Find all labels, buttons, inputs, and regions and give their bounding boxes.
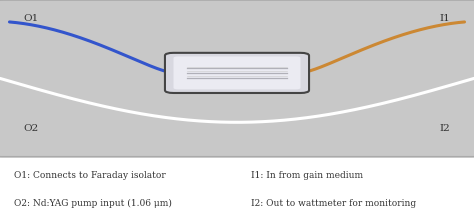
Text: O1: O1 <box>24 14 39 23</box>
Text: O2: O2 <box>24 124 39 133</box>
Text: I2: Out to wattmeter for monitoring: I2: Out to wattmeter for monitoring <box>251 199 416 208</box>
FancyBboxPatch shape <box>0 0 474 157</box>
Text: I1: In from gain medium: I1: In from gain medium <box>251 171 364 180</box>
FancyBboxPatch shape <box>173 56 301 89</box>
Text: O1: Connects to Faraday isolator: O1: Connects to Faraday isolator <box>14 171 166 180</box>
FancyBboxPatch shape <box>165 53 309 93</box>
Text: O2: Nd:YAG pump input (1.06 μm): O2: Nd:YAG pump input (1.06 μm) <box>14 199 172 208</box>
Text: I2: I2 <box>439 124 450 133</box>
Text: I1: I1 <box>439 14 450 23</box>
